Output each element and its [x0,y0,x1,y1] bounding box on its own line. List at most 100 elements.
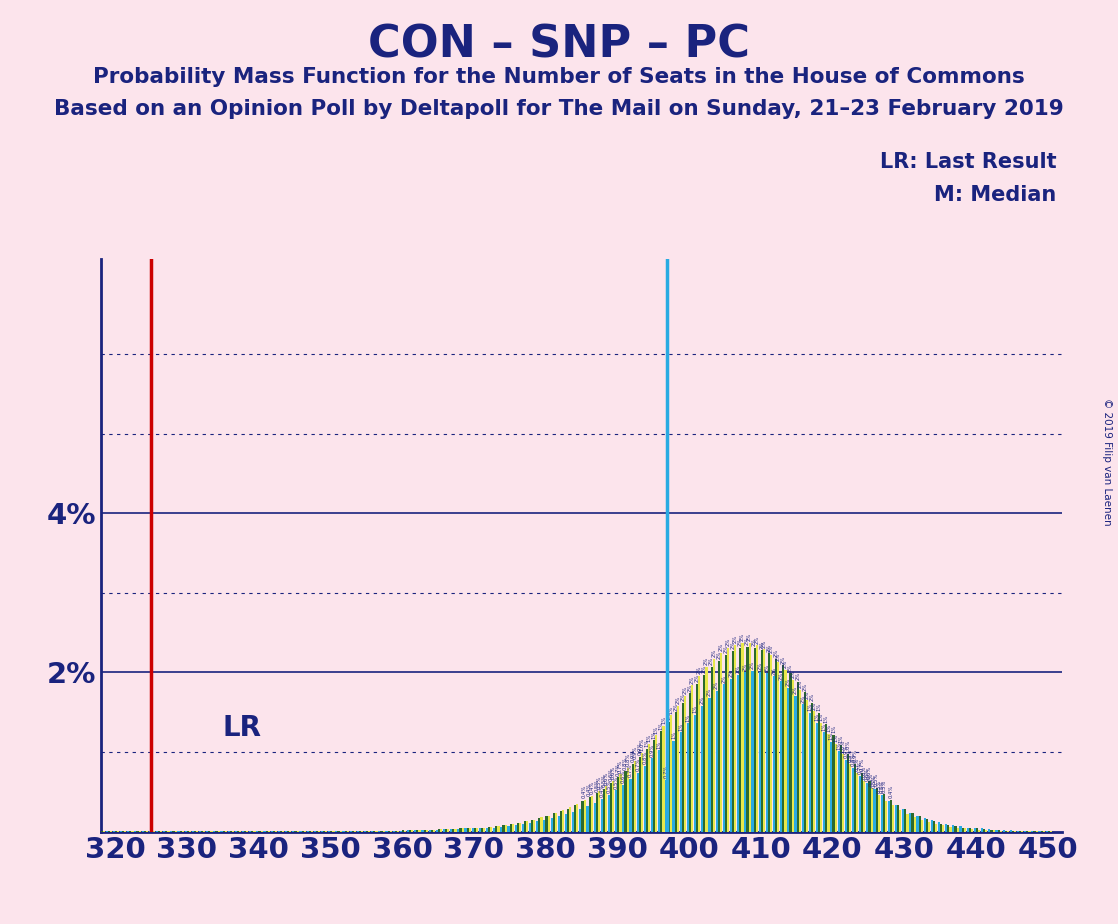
Bar [869,781,871,832]
Bar [590,796,593,832]
Text: 2%: 2% [673,702,679,711]
Text: CON – SNP – PC: CON – SNP – PC [368,23,750,67]
Text: 2%: 2% [774,649,778,657]
Bar [703,675,705,832]
Text: Based on an Opinion Poll by Deltapoll for The Mail on Sunday, 21–23 February 201: Based on an Opinion Poll by Deltapoll fo… [54,99,1064,119]
Text: 2%: 2% [750,661,755,669]
Bar [464,829,466,832]
Text: 0.6%: 0.6% [866,766,872,779]
Bar [863,781,865,832]
Text: 0.7%: 0.7% [635,758,641,772]
Text: 0.5%: 0.5% [606,780,612,794]
Bar [720,652,722,832]
Text: 2%: 2% [726,638,730,646]
Bar [813,711,815,832]
Bar [967,828,969,832]
Bar [424,830,426,832]
Text: 1%: 1% [833,735,838,743]
Text: 0.8%: 0.8% [623,756,628,770]
Bar [680,732,682,832]
Text: 2%: 2% [688,684,692,691]
Text: 2%: 2% [767,643,771,651]
Bar [849,764,851,832]
Bar [985,830,987,832]
Bar [686,723,689,832]
Bar [414,830,416,832]
Bar [854,764,856,832]
Bar [626,768,628,832]
Bar [575,806,577,832]
Text: 2%: 2% [731,641,736,650]
Bar [913,817,916,832]
Bar [762,650,765,832]
Bar [632,764,634,832]
Bar [426,830,428,832]
Bar [577,804,578,832]
Bar [976,829,978,832]
Bar [498,826,500,832]
Bar [529,823,531,832]
Bar [462,829,464,832]
Text: 2%: 2% [795,672,800,680]
Text: 0.5%: 0.5% [877,780,881,794]
Text: 1%: 1% [692,705,698,713]
Bar [524,821,527,832]
Bar [792,680,794,832]
Bar [878,795,880,832]
Bar [888,800,890,832]
Bar [806,700,808,832]
Bar [768,653,770,832]
Bar [938,822,940,832]
Text: 2%: 2% [797,680,803,688]
Bar [623,784,625,832]
Bar [527,821,529,832]
Bar [502,825,504,832]
Bar [558,817,560,832]
Bar [818,713,821,832]
Bar [959,826,961,832]
Text: 0.9%: 0.9% [637,742,643,755]
Bar [953,825,955,832]
Text: 2%: 2% [738,638,742,646]
Bar [581,801,584,832]
Text: 1%: 1% [818,712,824,721]
Bar [661,732,663,832]
Bar [789,674,792,832]
Text: 2%: 2% [694,674,700,682]
Bar [940,823,942,832]
Bar [921,820,922,832]
Text: 1%: 1% [815,712,819,721]
Text: 2%: 2% [793,686,798,694]
Bar [510,824,512,832]
Bar [665,780,667,832]
Text: 2%: 2% [800,695,805,702]
Text: 0.4%: 0.4% [589,781,595,795]
Bar [436,830,438,832]
Bar [548,816,550,832]
Text: 1%: 1% [685,713,691,722]
Bar [845,760,846,832]
Text: 2%: 2% [765,663,769,672]
Bar [866,783,869,832]
Bar [447,829,449,832]
Bar [842,754,844,832]
Text: 0.4%: 0.4% [599,784,605,797]
Text: 1%: 1% [652,730,656,738]
Text: 2%: 2% [759,640,765,649]
Bar [474,828,476,832]
Text: 1%: 1% [822,723,826,731]
Bar [709,698,711,832]
Bar [773,676,775,832]
Text: 2%: 2% [780,655,786,663]
Bar [411,830,414,832]
Bar [931,821,932,832]
Bar [873,789,875,832]
Bar [712,659,714,832]
Bar [663,725,664,832]
Bar [684,696,686,832]
Bar [552,813,555,832]
Text: 1%: 1% [666,712,671,720]
Bar [735,645,737,832]
Text: 2%: 2% [771,666,777,675]
Bar [821,723,823,832]
